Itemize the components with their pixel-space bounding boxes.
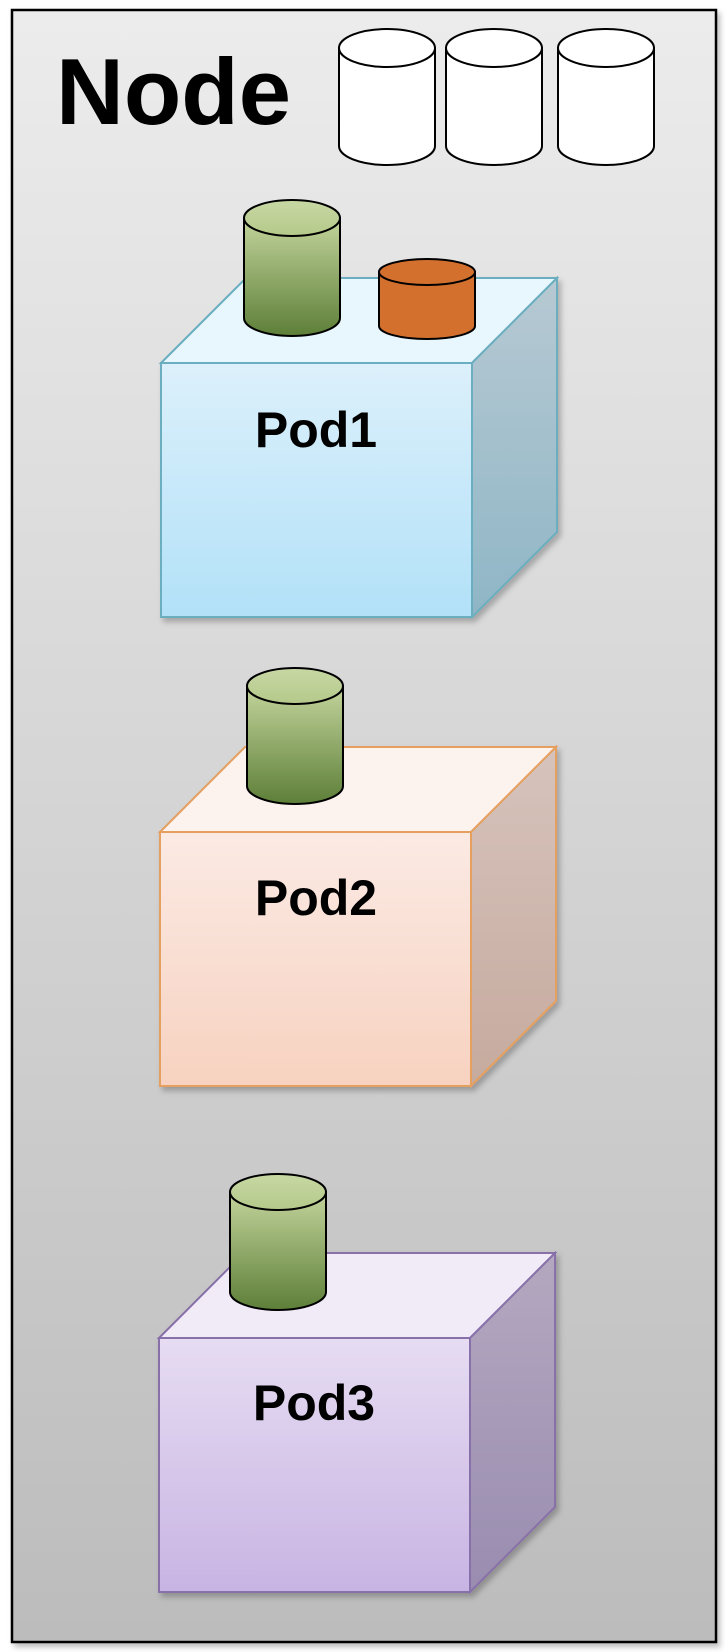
pod1-front-face — [160, 362, 473, 618]
pod2-box — [157, 744, 559, 1089]
node-disk-icon-1 — [338, 28, 436, 166]
pod2-volume-green-icon — [246, 667, 344, 805]
node-disk-icon-3 — [557, 28, 655, 166]
pod1-volume-green-icon — [243, 199, 341, 337]
pod1-label: Pod1 — [255, 402, 377, 458]
pod3-front-face — [158, 1337, 471, 1593]
pod1-volume-orange-icon — [378, 258, 476, 340]
pod3-label: Pod3 — [253, 1375, 375, 1431]
node-disk-icon-2 — [445, 28, 543, 166]
pod2-front-face — [159, 831, 472, 1087]
node-title: Node — [56, 39, 291, 144]
pod2-label: Pod2 — [255, 870, 377, 926]
pod3-volume-green-icon — [229, 1173, 327, 1311]
